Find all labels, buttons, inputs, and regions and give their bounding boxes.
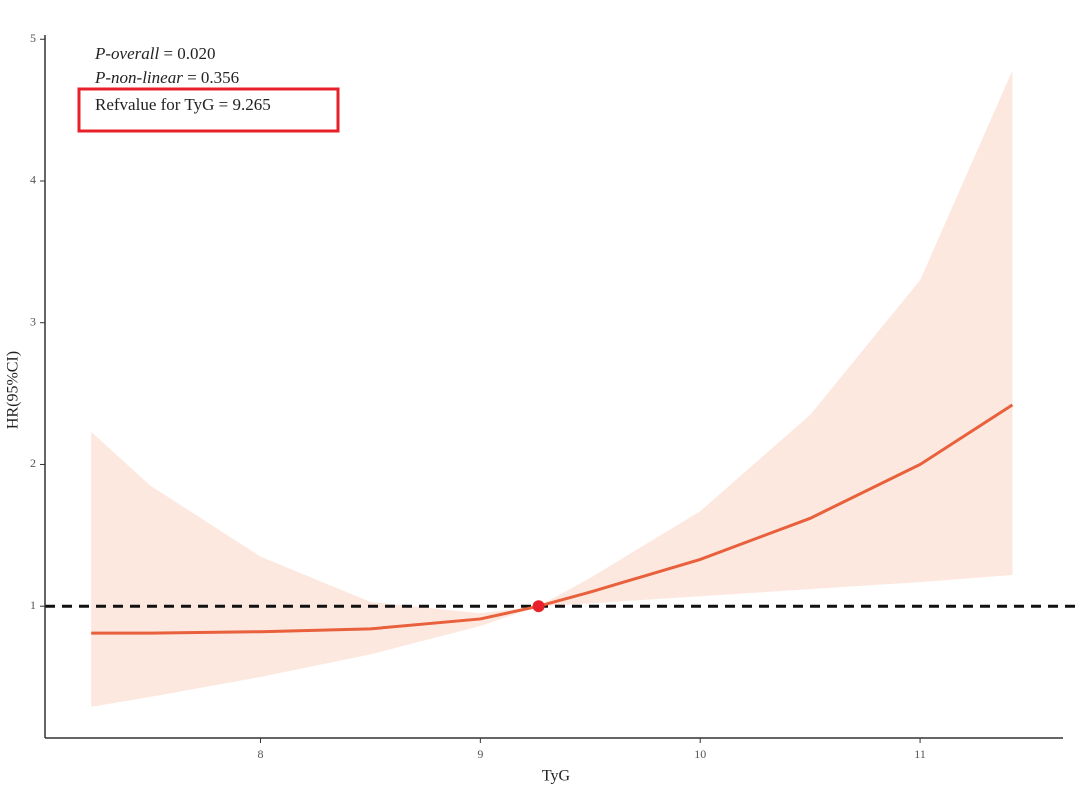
annotation-label: Refvalue for TyG: [95, 95, 214, 114]
x-axis-label: TyG: [542, 768, 571, 785]
svg-text:P-non-linear = 0.356: P-non-linear = 0.356: [94, 68, 239, 87]
svg-text:P-overall = 0.020: P-overall = 0.020: [94, 44, 216, 63]
y-tick-label: 2: [30, 456, 36, 470]
confidence-band: [91, 70, 1013, 707]
x-tick-label: 9: [477, 747, 483, 761]
x-tick-label: 8: [257, 747, 263, 761]
annotation-label: P-non-linear: [94, 68, 183, 87]
reference-point: [532, 600, 545, 613]
y-tick-label: 4: [30, 173, 36, 187]
annotation-text: = 9.265: [219, 95, 271, 114]
annotation: P-overall = 0.020 P-non-linear = 0.356 R…: [94, 44, 271, 114]
plot-area: [45, 70, 1080, 707]
y-tick-label: 5: [30, 31, 36, 45]
x-tick-label: 10: [694, 747, 706, 761]
annotation-label: P-overall: [94, 44, 159, 63]
x-tick-label: 11: [914, 747, 926, 761]
y-tick-label: 3: [30, 314, 36, 328]
y-tick-label: 1: [30, 598, 36, 612]
svg-text:Refvalue for TyG = 9.265: Refvalue for TyG = 9.265: [95, 95, 271, 114]
annotation-text: = 0.020: [163, 44, 215, 63]
annotation-text: = 0.356: [187, 68, 239, 87]
highlight-box: [77, 87, 340, 133]
y-axis-label: HR(95%CI): [5, 351, 22, 429]
